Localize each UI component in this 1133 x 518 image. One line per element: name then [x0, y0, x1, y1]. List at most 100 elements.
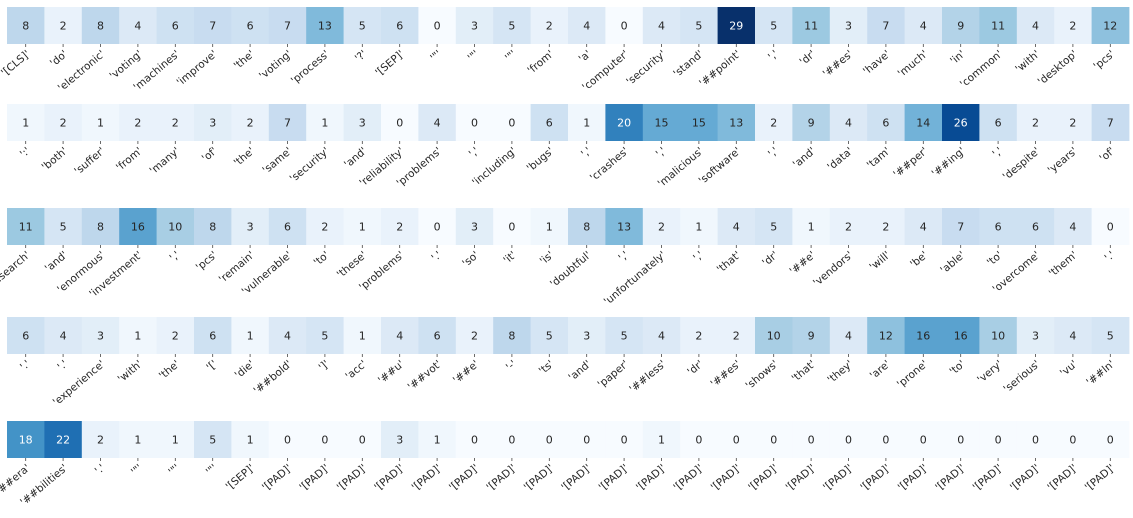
heatmap-cell — [1016, 7, 1055, 44]
heatmap-cell — [231, 208, 270, 245]
heatmap-cell — [568, 317, 606, 354]
cell-value-label: 12 — [1103, 20, 1117, 33]
cell-value-label: 22 — [56, 434, 70, 447]
token-tick-label: 'it' — [501, 249, 519, 266]
token-tick-label: 'process' — [289, 48, 332, 87]
heatmap-cell — [942, 317, 980, 354]
heatmap-cell — [717, 208, 756, 245]
cell-value-label: 5 — [508, 20, 515, 33]
heatmap-cell — [119, 421, 157, 458]
heatmap-cell — [381, 208, 419, 245]
heatmap-cell — [7, 7, 45, 44]
heatmap-cell — [156, 317, 195, 354]
cell-value-label: 1 — [695, 221, 702, 234]
heatmap-cell — [717, 421, 756, 458]
heatmap-cell — [979, 421, 1018, 458]
cell-value-label: 4 — [845, 117, 852, 130]
token-tick-label: '?' — [353, 48, 369, 64]
heatmap-cell — [156, 421, 195, 458]
token-tick-label: '##less' — [627, 358, 668, 395]
token-tick-label: 'of' — [1097, 145, 1117, 164]
token-tick-label: 'doubtful' — [548, 249, 594, 290]
heatmap-cell — [81, 317, 120, 354]
heatmap-cell — [455, 104, 494, 141]
heatmap-cell — [642, 421, 681, 458]
heatmap-cell — [904, 104, 943, 141]
cell-value-label: 4 — [1069, 221, 1076, 234]
token-tick-label: '"' — [129, 462, 145, 478]
cell-value-label: 29 — [729, 20, 743, 33]
token-tick-label: '[PAD]' — [597, 462, 631, 494]
cell-value-label: 1 — [22, 117, 29, 130]
cell-value-label: 7 — [882, 20, 889, 33]
heatmap-cell — [755, 104, 793, 141]
cell-value-label: 2 — [134, 117, 141, 130]
token-tick-label: ',' — [579, 145, 594, 160]
cell-value-label: 10 — [767, 330, 781, 343]
cell-value-label: 0 — [583, 434, 590, 447]
cell-value-label: 6 — [396, 20, 403, 33]
token-tick-label: '##e' — [787, 249, 818, 277]
heatmap-cell — [867, 421, 905, 458]
cell-value-label: 1 — [546, 221, 553, 234]
token-tick-label: 'crashes' — [588, 145, 631, 184]
token-tick-label: ']' — [317, 358, 332, 374]
cell-value-label: 0 — [695, 434, 702, 447]
cell-value-label: 2 — [845, 221, 852, 234]
cell-value-label: 3 — [471, 221, 478, 234]
cell-value-label: 6 — [284, 221, 291, 234]
token-tick-label: 'is' — [538, 249, 557, 267]
cell-value-label: 8 — [97, 221, 104, 234]
token-tick-label: 'much' — [896, 48, 931, 80]
heatmap-cell — [306, 421, 344, 458]
token-tick-label: 'them' — [1047, 249, 1080, 280]
heatmap-cell — [231, 317, 270, 354]
heatmap-cell — [381, 421, 419, 458]
heatmap-cell — [755, 317, 793, 354]
heatmap-cell — [268, 104, 307, 141]
cell-value-label: 4 — [134, 20, 141, 33]
heatmap-cell — [268, 421, 307, 458]
token-tick-label: 'tam' — [865, 145, 893, 171]
heatmap-cell — [605, 421, 644, 458]
heatmap-cell — [493, 104, 531, 141]
token-tick-label: '[PAD]' — [784, 462, 818, 494]
cell-value-label: 11 — [804, 20, 818, 33]
token-tick-label: '[PAD]' — [260, 462, 294, 494]
cell-value-label: 7 — [284, 117, 291, 130]
token-tick-label: '.' — [18, 358, 33, 373]
heatmap-cell — [44, 104, 83, 141]
cell-value-label: 0 — [284, 434, 291, 447]
token-tick-label: '[PAD]' — [372, 462, 406, 494]
token-tick-label: 'bugs' — [525, 145, 557, 174]
heatmap-cell — [231, 421, 270, 458]
token-tick-label: ',' — [654, 145, 669, 160]
heatmap-cell — [605, 317, 644, 354]
heatmap-cell — [1016, 421, 1055, 458]
cell-value-label: 4 — [583, 20, 590, 33]
token-tick-label: 'able' — [938, 249, 967, 276]
cell-value-label: 0 — [434, 20, 441, 33]
cell-value-label: 7 — [957, 221, 964, 234]
cell-value-label: 3 — [396, 434, 403, 447]
cell-value-label: 8 — [97, 20, 104, 33]
cell-value-label: 3 — [97, 330, 104, 343]
cell-value-label: 6 — [882, 117, 889, 130]
cell-value-label: 1 — [808, 221, 815, 234]
heatmap-cell — [568, 208, 606, 245]
token-tick-label: '##u' — [376, 358, 407, 386]
token-tick-label: ':' — [18, 145, 33, 160]
cell-value-label: 1 — [134, 330, 141, 343]
heatmap-cell — [418, 104, 457, 141]
token-tick-label: 'acc' — [343, 358, 369, 382]
token-tick-label: 'from' — [525, 48, 556, 77]
cell-value-label: 2 — [60, 117, 67, 130]
heatmap-cell — [119, 7, 157, 44]
token-tick-label: 'will' — [867, 249, 892, 273]
heatmap-cell — [119, 104, 157, 141]
token-tick-label: 'and' — [43, 249, 70, 275]
cell-value-label: 4 — [1069, 330, 1076, 343]
cell-value-label: 15 — [692, 117, 706, 130]
heatmap-cell — [7, 208, 45, 245]
